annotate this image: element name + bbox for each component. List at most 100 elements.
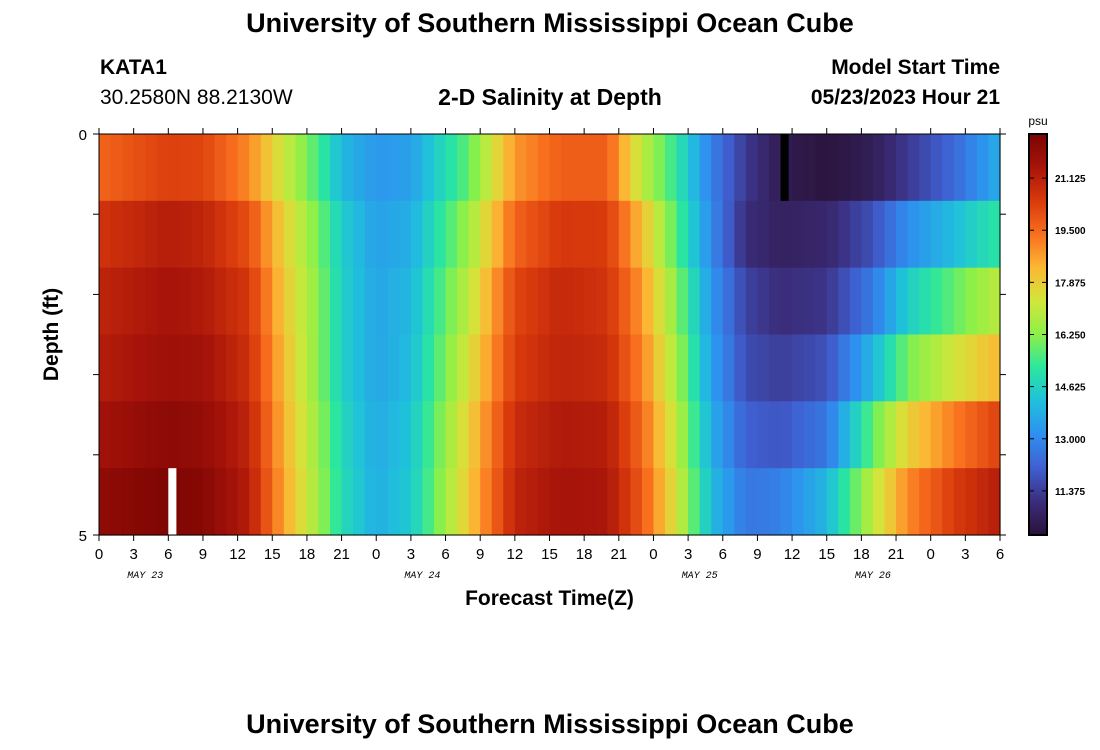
heatmap-cell: [872, 200, 886, 269]
heatmap-cell: [838, 468, 851, 536]
heatmap-cell: [272, 200, 285, 269]
heatmap-cell: [584, 401, 597, 469]
heatmap-cell: [387, 267, 400, 336]
heatmap-cell: [930, 401, 943, 469]
heatmap-cell: [907, 468, 920, 536]
heatmap-cell: [965, 200, 978, 269]
heatmap-cell: [815, 334, 828, 402]
heatmap-cell: [595, 267, 608, 336]
heatmap-cell: [202, 401, 216, 469]
heatmap-cell: [676, 401, 689, 469]
heatmap-cell: [919, 267, 932, 336]
heatmap-cell: [410, 401, 424, 469]
heatmap-cell: [803, 401, 816, 469]
heatmap-cell: [907, 267, 920, 336]
heatmap-cell: [711, 267, 724, 336]
colorbar-tick-label: 13.000: [1055, 435, 1086, 446]
heatmap-cell: [780, 200, 793, 269]
heatmap-cell: [480, 134, 493, 202]
heatmap-cell: [283, 468, 296, 536]
heatmap-cell: [896, 267, 909, 336]
heatmap-cell: [226, 468, 239, 536]
heatmap-cell: [699, 334, 712, 402]
heatmap-cell: [584, 200, 597, 269]
heatmap-cell: [202, 334, 216, 402]
heatmap-cell: [838, 134, 851, 202]
heatmap-cell: [503, 334, 516, 402]
heatmap-cell: [561, 134, 574, 202]
heatmap-cell: [549, 468, 562, 536]
heatmap-cell: [561, 334, 574, 402]
heatmap-cell: [179, 468, 193, 536]
heatmap-cell: [803, 134, 816, 202]
heatmap-cell: [491, 267, 504, 336]
heatmap-cell: [422, 200, 435, 269]
heatmap-cell: [191, 200, 204, 269]
heatmap-cell: [768, 401, 782, 469]
heatmap-cell: [179, 401, 193, 469]
heatmap-cell: [376, 334, 389, 402]
heatmap-cell: [618, 134, 631, 202]
heatmap-cell: [260, 267, 273, 336]
colorbar-tick-label: 17.875: [1055, 278, 1086, 289]
heatmap-cell: [480, 401, 493, 469]
colorbar: psu 11.375 13.000 14.625 16.250 17.875 19.500…: [1028, 114, 1086, 536]
heatmap-cell: [156, 134, 169, 202]
heatmap-cell: [422, 334, 435, 402]
heatmap-cell: [410, 200, 424, 269]
heatmap-cell: [526, 134, 539, 202]
day-label: MAY 25: [682, 571, 718, 582]
heatmap-cell: [306, 134, 320, 202]
heatmap-cell: [896, 468, 909, 536]
heatmap-cell: [202, 468, 216, 536]
heatmap-cell: [780, 468, 793, 536]
heatmap-cell: [826, 134, 839, 202]
heatmap-cell: [330, 401, 343, 469]
heatmap-cell: [734, 468, 747, 536]
heatmap-cell: [780, 401, 793, 469]
heatmap-cell: [919, 200, 932, 269]
day-label: MAY 26: [855, 571, 891, 582]
x-axis-label: Forecast Time(Z): [465, 587, 634, 610]
heatmap-cell: [306, 267, 320, 336]
heatmap-cell: [826, 267, 839, 336]
heatmap-cell: [249, 334, 262, 402]
x-tick-label: 15: [818, 546, 835, 563]
heatmap-cell: [965, 334, 978, 402]
x-tick-label: 3: [961, 546, 969, 563]
heatmap-cell: [584, 334, 597, 402]
heatmap-cell: [318, 468, 331, 536]
heatmap-cell: [907, 200, 920, 269]
heatmap-cell: [630, 134, 643, 202]
heatmap-cell: [364, 468, 377, 536]
heatmap-cell: [630, 401, 643, 469]
x-tick-label: 21: [888, 546, 905, 563]
heatmap-cell: [988, 134, 1001, 202]
heatmap-cell: [318, 134, 331, 202]
heatmap-cell: [318, 334, 331, 402]
heatmap-cell: [399, 134, 412, 202]
heatmap-cell: [676, 267, 689, 336]
x-tick-label: 12: [784, 546, 801, 563]
heatmap-cell: [792, 134, 805, 202]
model-start-value: 05/23/2023 Hour 21: [810, 86, 1000, 109]
heatmap-cell: [410, 134, 424, 202]
heatmap-cell: [364, 267, 377, 336]
heatmap-cell: [283, 334, 296, 402]
y-axis-label: Depth (ft): [40, 288, 63, 381]
heatmap-cell: [237, 401, 250, 469]
heatmap-cell: [653, 200, 666, 269]
heatmap-cell: [295, 468, 308, 536]
heatmap-cell: [815, 468, 828, 536]
heatmap-cell: [457, 134, 470, 202]
heatmap-cell: [838, 401, 851, 469]
heatmap-cell: [445, 334, 458, 402]
heatmap-cell: [965, 401, 978, 469]
heatmap-cell: [376, 134, 389, 202]
model-start-label: Model Start Time: [831, 56, 1000, 79]
heatmap-cell: [665, 468, 678, 536]
heatmap-cell: [641, 200, 655, 269]
heatmap-cell: [318, 267, 331, 336]
x-tick-label: 6: [996, 546, 1004, 563]
station-id: KATA1: [100, 56, 167, 79]
